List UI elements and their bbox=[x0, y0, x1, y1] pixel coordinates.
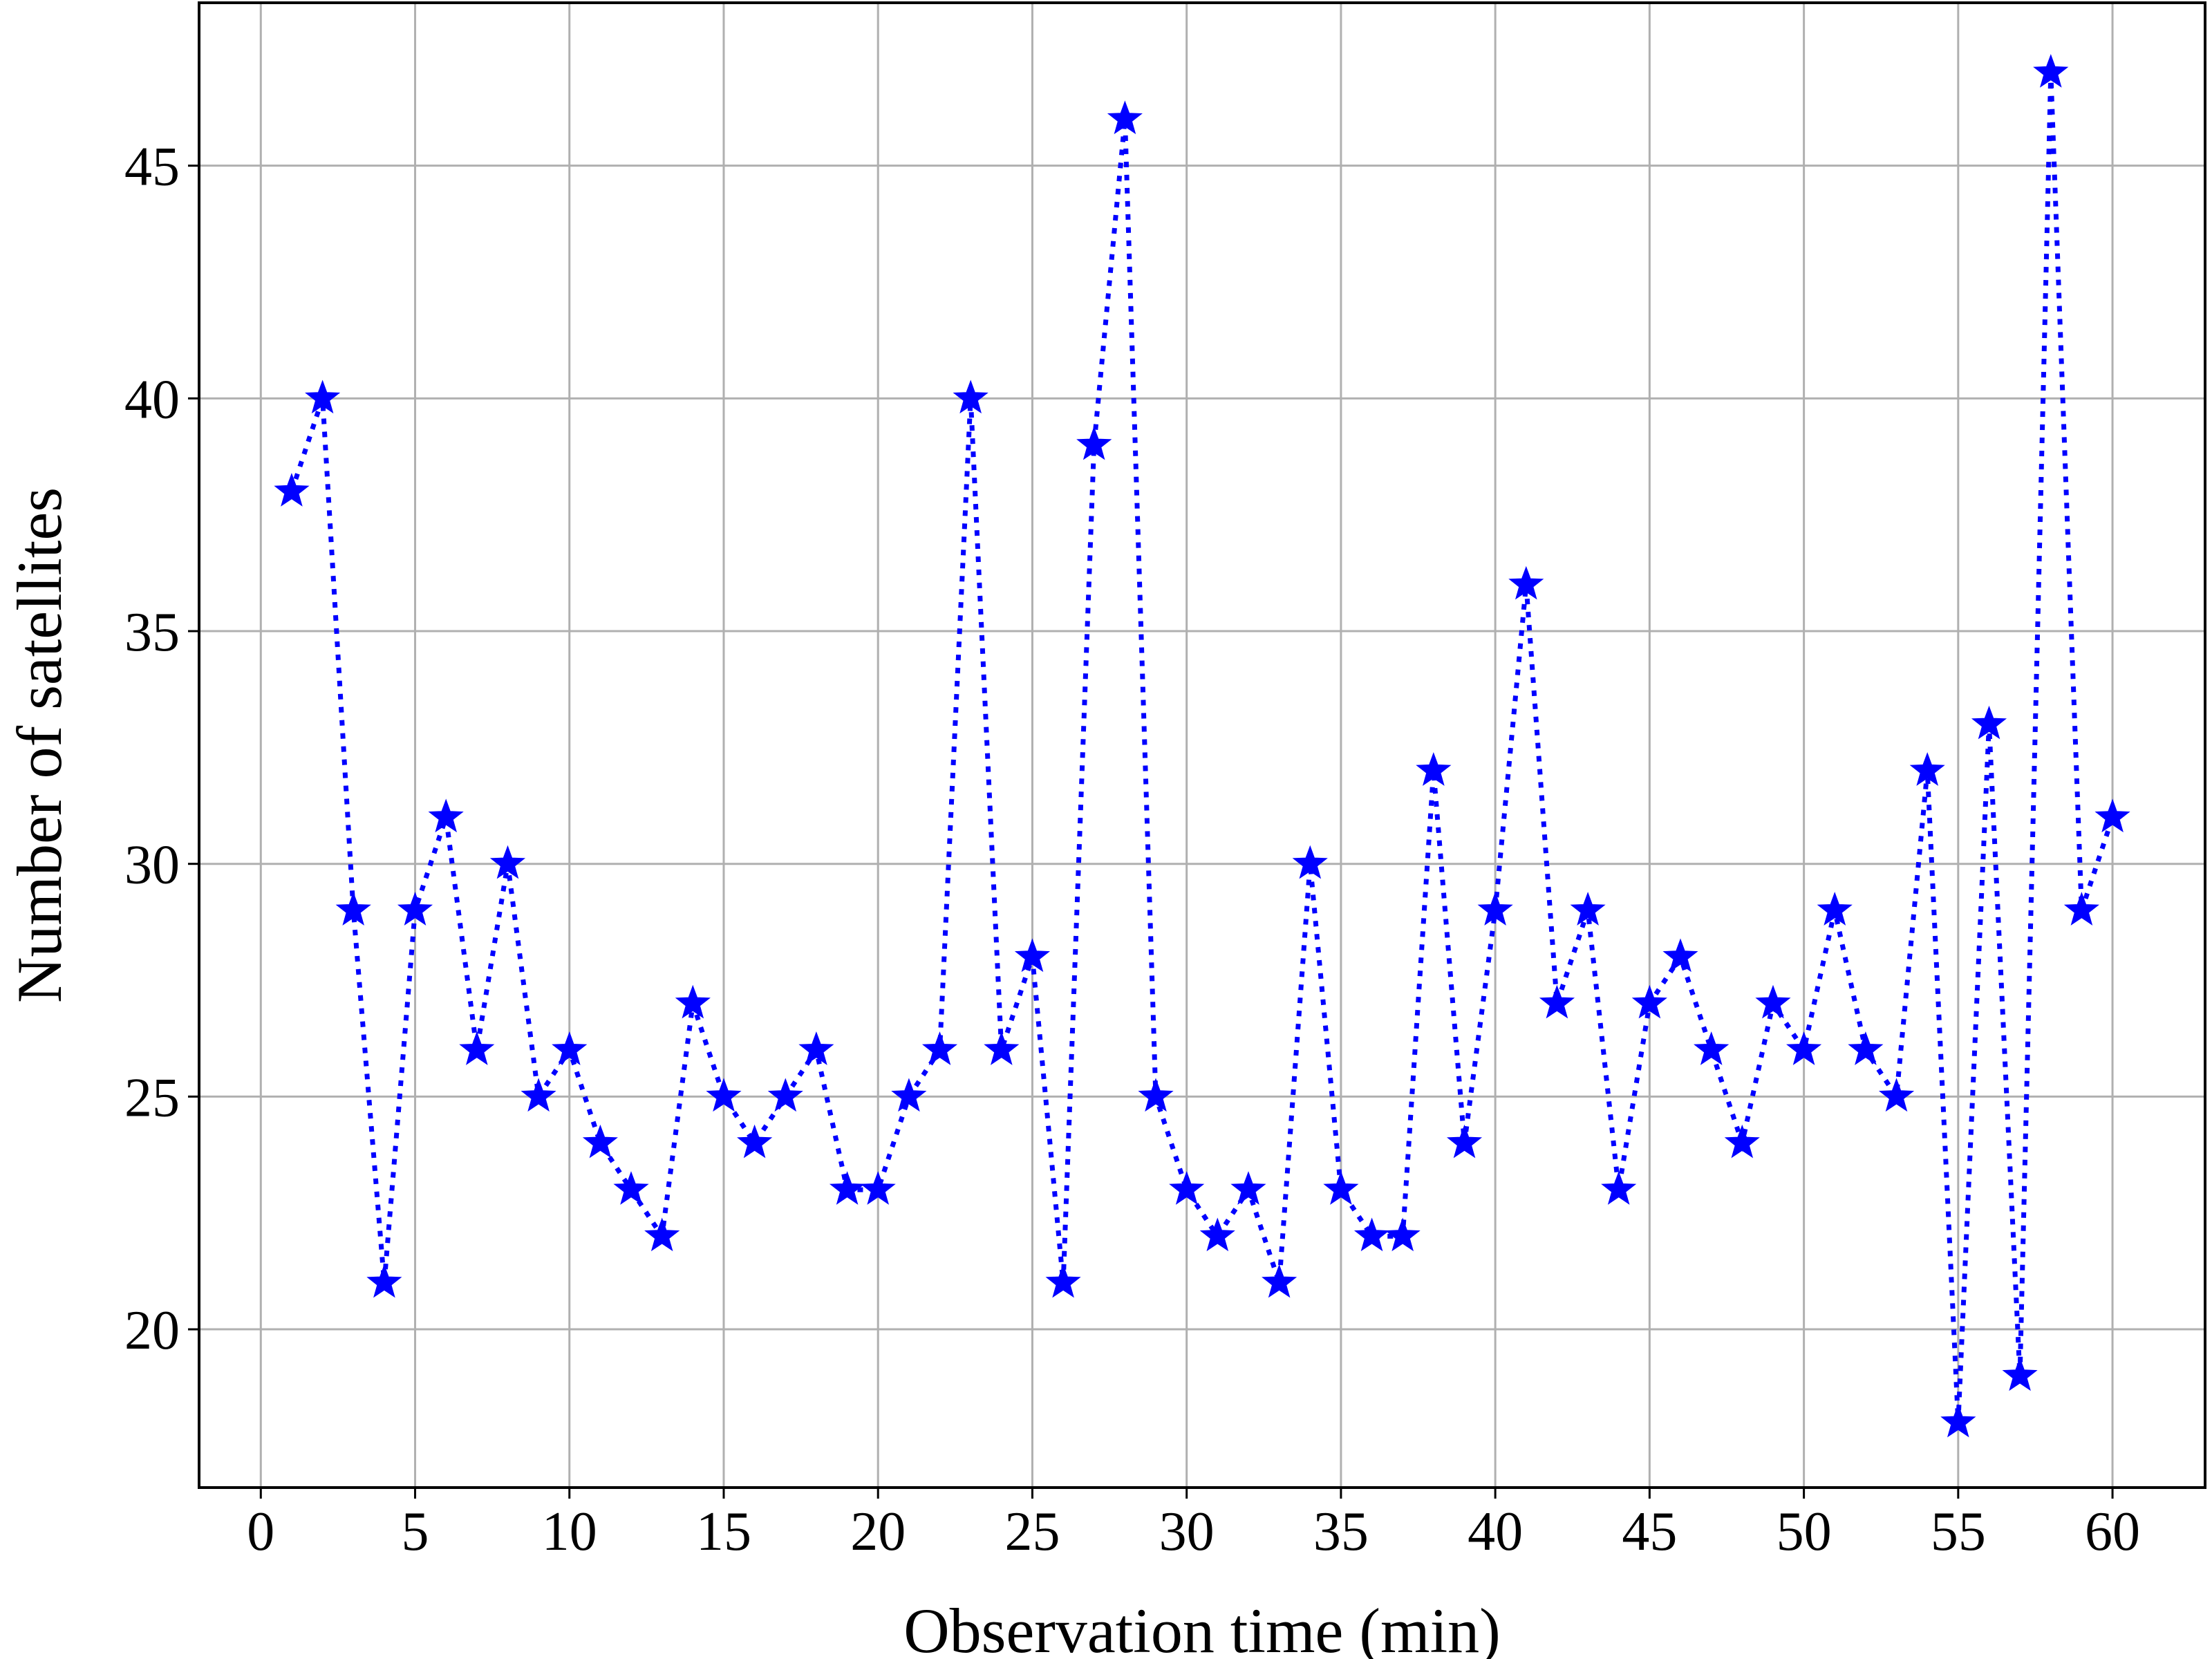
x-tick-label: 50 bbox=[1777, 1501, 1832, 1562]
data-point-star bbox=[1385, 1217, 1421, 1252]
data-point-star bbox=[1786, 1031, 1822, 1065]
data-point-star bbox=[798, 1031, 834, 1065]
data-point-star bbox=[675, 984, 711, 1019]
data-point-star bbox=[1045, 1264, 1081, 1298]
series-polyline bbox=[289, 72, 2115, 1423]
data-point-star bbox=[1539, 984, 1575, 1019]
data-point-star bbox=[397, 892, 433, 926]
data-point-star bbox=[1169, 1171, 1205, 1205]
data-point-star bbox=[1570, 892, 1606, 926]
data-point-star bbox=[2094, 798, 2130, 833]
y-tick-label: 45 bbox=[124, 137, 180, 198]
data-point-star bbox=[459, 1031, 495, 1065]
y-tick-label: 20 bbox=[124, 1300, 180, 1361]
x-tick-label: 30 bbox=[1159, 1501, 1215, 1562]
data-point-star bbox=[1909, 752, 1945, 786]
data-point-star bbox=[921, 1031, 958, 1065]
data-point-star bbox=[1353, 1217, 1390, 1252]
data-point-star bbox=[2063, 892, 2099, 926]
data-point-star bbox=[1076, 426, 1112, 460]
y-tick-label: 40 bbox=[124, 369, 180, 430]
data-point-star bbox=[891, 1078, 927, 1112]
data-point-star bbox=[274, 473, 310, 507]
data-point-star bbox=[1940, 1403, 1976, 1438]
data-point-star bbox=[489, 845, 526, 879]
plot-area-frame bbox=[198, 1, 2206, 1489]
data-point-star bbox=[1755, 984, 1791, 1019]
data-point-star bbox=[613, 1171, 649, 1205]
data-point-star bbox=[1817, 892, 1853, 926]
data-point-star bbox=[1014, 938, 1051, 973]
data-point-star bbox=[305, 379, 341, 414]
x-tick-label: 45 bbox=[1622, 1501, 1677, 1562]
data-point-star bbox=[1848, 1031, 1884, 1065]
data-point-star bbox=[335, 892, 371, 926]
data-point-star bbox=[1292, 845, 1328, 879]
data-point-star bbox=[1971, 705, 2007, 740]
data-point-star bbox=[1138, 1078, 1174, 1112]
data-point-star bbox=[644, 1217, 680, 1252]
data-point-star bbox=[1878, 1078, 1915, 1112]
series-markers bbox=[274, 54, 2130, 1438]
x-tick-label: 25 bbox=[1004, 1501, 1060, 1562]
data-point-star bbox=[1694, 1031, 1730, 1065]
data-point-star bbox=[1724, 1124, 1760, 1159]
y-tick-label: 30 bbox=[124, 835, 180, 896]
y-tick-label: 35 bbox=[124, 602, 180, 663]
data-point-star bbox=[1416, 752, 1452, 786]
x-tick-label: 5 bbox=[402, 1501, 429, 1562]
data-point-star bbox=[1262, 1264, 1297, 1298]
x-tick-label: 35 bbox=[1313, 1501, 1369, 1562]
data-point-star bbox=[366, 1264, 402, 1298]
data-point-star bbox=[1446, 1124, 1483, 1159]
x-tick-label: 10 bbox=[542, 1501, 597, 1562]
data-point-star bbox=[767, 1078, 803, 1112]
series-line bbox=[289, 72, 2115, 1423]
data-point-star bbox=[552, 1031, 588, 1065]
data-point-star bbox=[1631, 984, 1667, 1019]
x-tick-label: 20 bbox=[850, 1501, 906, 1562]
data-point-star bbox=[953, 379, 988, 414]
x-tick-label: 0 bbox=[247, 1501, 274, 1562]
data-point-star bbox=[860, 1171, 896, 1205]
data-point-star bbox=[1508, 565, 1544, 600]
axis-ticks: 0 5 10 15 20 25 30 35 40 45 50 55 60 20 25 30 35 40 45 bbox=[124, 137, 2140, 1562]
grid bbox=[199, 3, 2205, 1488]
data-point-star bbox=[829, 1171, 865, 1205]
data-point-star bbox=[2002, 1357, 2038, 1391]
data-point-star bbox=[1107, 100, 1143, 135]
data-point-star bbox=[521, 1078, 556, 1112]
y-axis-title: Number of satellites bbox=[4, 487, 75, 1003]
data-point-star bbox=[984, 1031, 1020, 1065]
y-tick-label: 25 bbox=[124, 1067, 180, 1128]
data-point-star bbox=[1199, 1217, 1235, 1252]
x-tick-label: 15 bbox=[696, 1501, 751, 1562]
data-point-star bbox=[2033, 54, 2069, 88]
x-tick-label: 60 bbox=[2085, 1501, 2140, 1562]
x-tick-label: 55 bbox=[1931, 1501, 1986, 1562]
data-point-star bbox=[428, 798, 464, 833]
data-point-star bbox=[1230, 1171, 1266, 1205]
data-point-star bbox=[582, 1124, 618, 1159]
data-point-star bbox=[737, 1124, 773, 1159]
data-point-star bbox=[1662, 938, 1698, 973]
data-point-star bbox=[1477, 892, 1513, 926]
data-point-star bbox=[1601, 1171, 1637, 1205]
x-axis-title: Observation time (min) bbox=[903, 1595, 1501, 1659]
x-tick-label: 40 bbox=[1468, 1501, 1523, 1562]
data-point-star bbox=[706, 1078, 742, 1112]
data-point-star bbox=[1323, 1171, 1359, 1205]
